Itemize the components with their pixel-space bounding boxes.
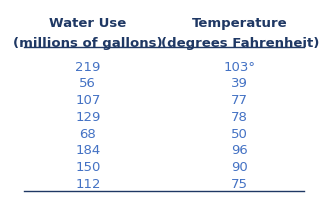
Text: 103°: 103°	[224, 61, 256, 74]
Text: 56: 56	[79, 77, 96, 90]
Text: 184: 184	[75, 144, 101, 157]
Text: 78: 78	[231, 111, 248, 124]
Text: Temperature: Temperature	[192, 17, 288, 30]
Text: 77: 77	[231, 94, 248, 107]
Text: Water Use: Water Use	[49, 17, 126, 30]
Text: 50: 50	[231, 128, 248, 141]
Text: 90: 90	[231, 161, 248, 174]
Text: 129: 129	[75, 111, 101, 124]
Text: 75: 75	[231, 178, 248, 191]
Text: 39: 39	[231, 77, 248, 90]
Text: 68: 68	[79, 128, 96, 141]
Text: 112: 112	[75, 178, 101, 191]
Text: (millions of gallons): (millions of gallons)	[13, 37, 163, 50]
Text: 150: 150	[75, 161, 101, 174]
Text: 107: 107	[75, 94, 101, 107]
Text: 219: 219	[75, 61, 101, 74]
Text: (degrees Fahrenheit): (degrees Fahrenheit)	[161, 37, 319, 50]
Text: 96: 96	[231, 144, 248, 157]
